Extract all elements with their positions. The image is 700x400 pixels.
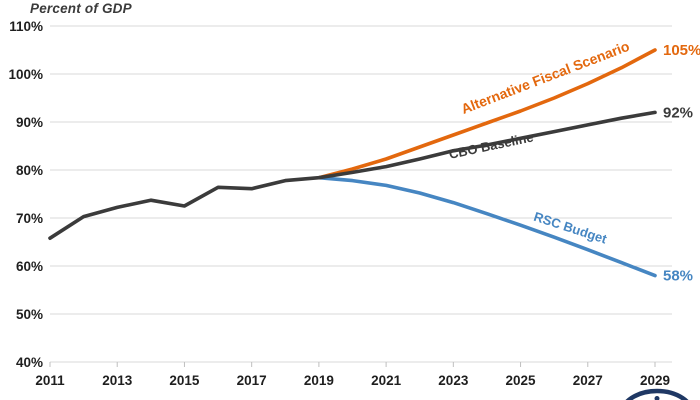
y-axis-tick-label: 70%	[16, 211, 43, 226]
chart-title: Percent of GDP	[30, 1, 132, 16]
x-axis-tick-label: 2023	[438, 373, 469, 388]
end-value-label-alternative-fiscal-scenario: 105%	[663, 42, 700, 59]
x-axis-tick-label: 2021	[371, 373, 402, 388]
y-axis-tick-label: 110%	[9, 19, 43, 34]
series-inline-label-alternative-fiscal-scenario: Alternative Fiscal Scenario	[459, 38, 632, 117]
series-line-alternative-fiscal-scenario	[317, 48, 657, 180]
y-axis-tick-label: 50%	[16, 307, 43, 322]
series-line-rsc-budget	[317, 175, 657, 278]
x-axis-tick-label: 2015	[169, 373, 200, 388]
y-axis-tick-label: 100%	[8, 67, 43, 82]
x-axis-tick-label: 2011	[35, 373, 65, 388]
end-value-label-cbo-baseline: 92%	[663, 104, 693, 121]
circular-seal-logo	[625, 388, 689, 400]
x-axis-tick-label: 2029	[640, 373, 670, 388]
seal-logo-inner-mark	[654, 396, 660, 400]
end-value-label-rsc-budget: 58%	[663, 268, 693, 285]
y-axis-tick-label: 60%	[16, 259, 43, 274]
x-axis-tick-label: 2019	[304, 373, 334, 388]
y-axis-tick-label: 90%	[16, 115, 43, 130]
series-line-cbo-baseline	[48, 110, 657, 240]
x-axis-tick-label: 2027	[573, 373, 603, 388]
y-axis-tick-label: 40%	[16, 355, 43, 370]
y-axis-tick-label: 80%	[16, 163, 43, 178]
x-axis-tick-label: 2013	[102, 373, 133, 388]
series-inline-label-rsc-budget: RSC Budget	[532, 209, 609, 247]
x-axis-tick-label: 2017	[237, 373, 267, 388]
x-axis-tick-label: 2025	[506, 373, 537, 388]
